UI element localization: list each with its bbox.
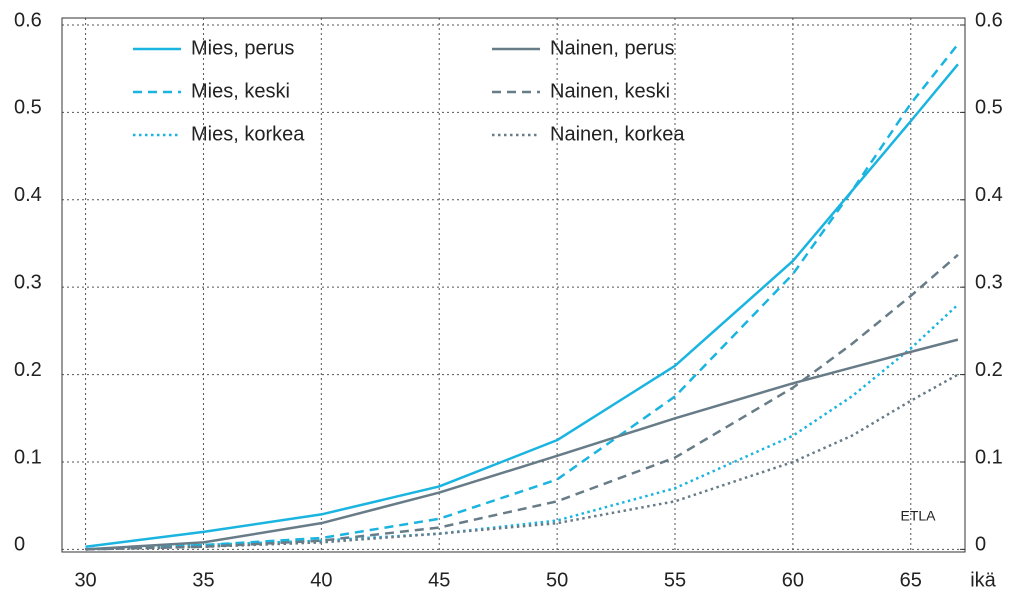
- x-tick-label: 45: [428, 569, 450, 591]
- y-tick-label: 0.3: [14, 271, 42, 293]
- y2-tick-label: 0.5: [975, 97, 1003, 119]
- y-tick-label: 0.6: [14, 9, 42, 31]
- y2-tick-label: 0.4: [975, 184, 1003, 206]
- y2-tick-label: 0.1: [975, 446, 1003, 468]
- y2-tick-label: 0: [975, 534, 986, 556]
- x-tick-label: 60: [782, 569, 804, 591]
- x-tick-label: 55: [664, 569, 686, 591]
- legend-label: Nainen, perus: [550, 37, 675, 59]
- legend-label: Nainen, korkea: [550, 123, 685, 145]
- y-tick-label: 0.5: [14, 97, 42, 119]
- plot-frame: [61, 17, 966, 553]
- series-line: [85, 338, 959, 551]
- y-tick-label: 0.1: [14, 446, 42, 468]
- y2-tick-label: 0.3: [975, 271, 1003, 293]
- series-line: [85, 303, 959, 551]
- y2-tick-label: 0.2: [975, 359, 1003, 381]
- series-line: [85, 63, 959, 548]
- legend-label: Mies, keski: [191, 80, 290, 102]
- x-tick-label: 40: [310, 569, 332, 591]
- legend-label: Nainen, keski: [550, 80, 670, 102]
- series-line: [85, 43, 959, 551]
- annotation: ETLA: [900, 508, 936, 524]
- series-line: [85, 253, 959, 551]
- x-axis-label: ikä: [970, 569, 996, 591]
- legend-label: Mies, korkea: [191, 123, 305, 145]
- x-tick-label: 35: [192, 569, 214, 591]
- y-tick-label: 0.4: [14, 184, 42, 206]
- y2-tick-label: 0.6: [975, 9, 1003, 31]
- y-tick-label: 0.2: [14, 359, 42, 381]
- y-tick-label: 0: [14, 534, 25, 556]
- legend-label: Mies, perus: [191, 37, 294, 59]
- x-tick-label: 50: [546, 569, 568, 591]
- x-tick-label: 65: [900, 569, 922, 591]
- x-tick-label: 30: [74, 569, 96, 591]
